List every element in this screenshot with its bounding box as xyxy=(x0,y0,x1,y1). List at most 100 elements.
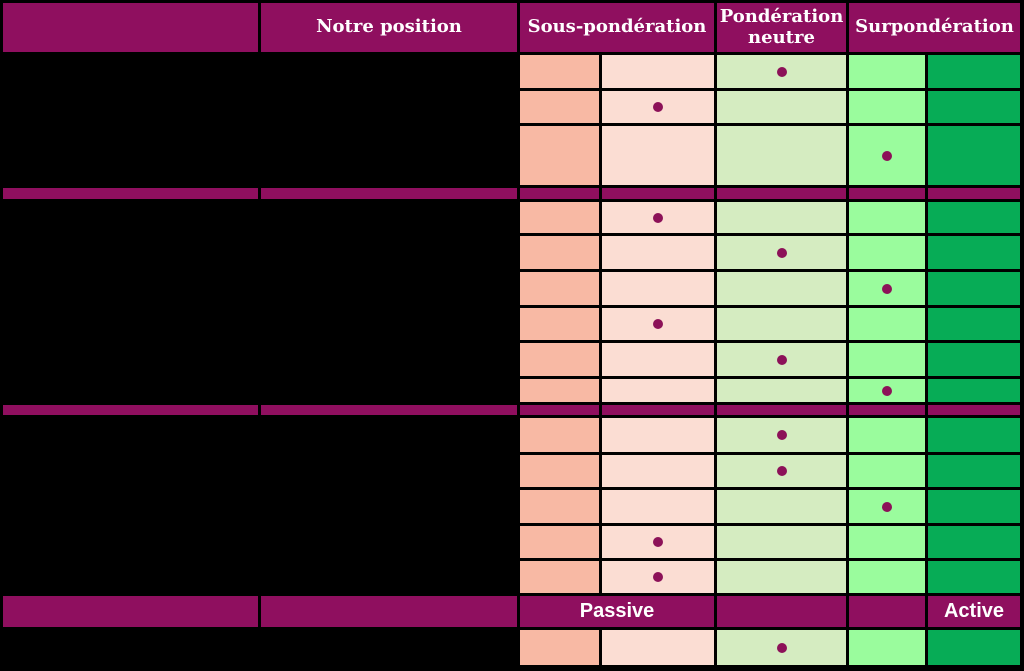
row-position-cell xyxy=(261,526,517,558)
header-surponderation: Surpondération xyxy=(849,3,1020,52)
position-dot xyxy=(653,319,663,329)
scale-cell-strong-underweight xyxy=(520,55,599,88)
scale-cell-strong-overweight xyxy=(928,272,1020,305)
header-sous-ponderation: Sous-pondération xyxy=(520,3,714,52)
scale-cell-underweight xyxy=(602,55,714,88)
separator-cell xyxy=(261,188,517,199)
scale-cell-strong-overweight xyxy=(928,630,1020,665)
scale-cell-strong-overweight xyxy=(928,561,1020,593)
position-dot xyxy=(882,385,892,396)
position-dot xyxy=(882,283,892,294)
position-dot xyxy=(653,212,663,223)
scale-cell-strong-overweight xyxy=(928,490,1020,523)
row-position-cell xyxy=(261,55,517,88)
separator-cell xyxy=(520,188,599,199)
scale-cell-overweight xyxy=(849,91,925,123)
row-category-cell xyxy=(3,126,258,185)
row-category-cell xyxy=(3,379,258,402)
scale-cell-strong-underweight xyxy=(520,126,599,185)
scale-cell-underweight xyxy=(602,630,714,665)
position-dot xyxy=(653,537,663,547)
position-dot xyxy=(882,501,892,512)
table-row xyxy=(3,455,1020,487)
row-category-cell xyxy=(3,308,258,340)
scale-cell-neutral xyxy=(717,272,846,305)
scale-cell-strong-underweight xyxy=(520,379,599,402)
scale-cell-overweight xyxy=(849,202,925,233)
table-header-row: Notre position Sous-pondération Pondérat… xyxy=(3,3,1020,52)
position-dot xyxy=(776,466,787,476)
separator-cell xyxy=(520,405,599,415)
scale-cell-strong-overweight xyxy=(928,91,1020,123)
band-position-cell xyxy=(261,596,517,627)
scale-cell-neutral xyxy=(717,630,846,665)
row-position-cell xyxy=(261,418,517,452)
scale-cell-underweight xyxy=(602,91,714,123)
table-row xyxy=(3,308,1020,340)
table-row xyxy=(3,55,1020,88)
scale-cell-neutral xyxy=(717,126,846,185)
row-position-cell xyxy=(261,630,517,665)
scale-cell-overweight xyxy=(849,308,925,340)
passive-active-band: Passive Active xyxy=(3,596,1020,627)
header-corner-cell xyxy=(3,3,258,52)
table-section-3 xyxy=(3,418,1020,593)
separator-cell xyxy=(717,405,846,415)
scale-cell-neutral xyxy=(717,526,846,558)
scale-cell-neutral xyxy=(717,91,846,123)
position-dot xyxy=(653,102,663,112)
scale-cell-strong-underweight xyxy=(520,308,599,340)
scale-cell-neutral xyxy=(717,308,846,340)
table-row xyxy=(3,561,1020,593)
separator-cell xyxy=(928,405,1020,415)
scale-cell-neutral xyxy=(717,202,846,233)
band-overweight-cell xyxy=(849,596,925,627)
scale-cell-strong-overweight xyxy=(928,343,1020,376)
scale-cell-overweight xyxy=(849,526,925,558)
separator-cell xyxy=(849,405,925,415)
scale-cell-strong-underweight xyxy=(520,236,599,269)
section-separator xyxy=(3,188,1020,199)
row-position-cell xyxy=(261,561,517,593)
scale-cell-strong-overweight xyxy=(928,455,1020,487)
row-position-cell xyxy=(261,379,517,402)
scale-cell-strong-underweight xyxy=(520,455,599,487)
scale-cell-overweight xyxy=(849,272,925,305)
header-ponderation-neutre: Pondération neutre xyxy=(717,3,846,52)
table-row xyxy=(3,202,1020,233)
scale-cell-neutral xyxy=(717,561,846,593)
scale-cell-underweight xyxy=(602,418,714,452)
row-category-cell xyxy=(3,91,258,123)
row-category-cell xyxy=(3,55,258,88)
row-position-cell xyxy=(261,236,517,269)
scale-cell-underweight xyxy=(602,126,714,185)
row-category-cell xyxy=(3,561,258,593)
row-position-cell xyxy=(261,308,517,340)
separator-cell xyxy=(928,188,1020,199)
scale-cell-underweight xyxy=(602,202,714,233)
scale-cell-strong-overweight xyxy=(928,126,1020,185)
separator-cell xyxy=(261,405,517,415)
scale-cell-strong-underweight xyxy=(520,490,599,523)
table-row xyxy=(3,126,1020,185)
row-position-cell xyxy=(261,455,517,487)
scale-cell-strong-underweight xyxy=(520,418,599,452)
scale-cell-neutral xyxy=(717,379,846,402)
passive-label: Passive xyxy=(520,596,714,627)
scale-cell-underweight xyxy=(602,379,714,402)
separator-cell xyxy=(849,188,925,199)
separator-cell xyxy=(3,188,258,199)
scale-cell-strong-overweight xyxy=(928,418,1020,452)
row-category-cell xyxy=(3,236,258,269)
scale-cell-overweight xyxy=(849,418,925,452)
scale-cell-neutral xyxy=(717,418,846,452)
row-category-cell xyxy=(3,630,258,665)
table-row xyxy=(3,272,1020,305)
separator-cell xyxy=(717,188,846,199)
row-category-cell xyxy=(3,343,258,376)
scale-cell-underweight xyxy=(602,272,714,305)
scale-cell-strong-underweight xyxy=(520,202,599,233)
scale-cell-overweight xyxy=(849,561,925,593)
scale-cell-underweight xyxy=(602,490,714,523)
table-row xyxy=(3,379,1020,402)
